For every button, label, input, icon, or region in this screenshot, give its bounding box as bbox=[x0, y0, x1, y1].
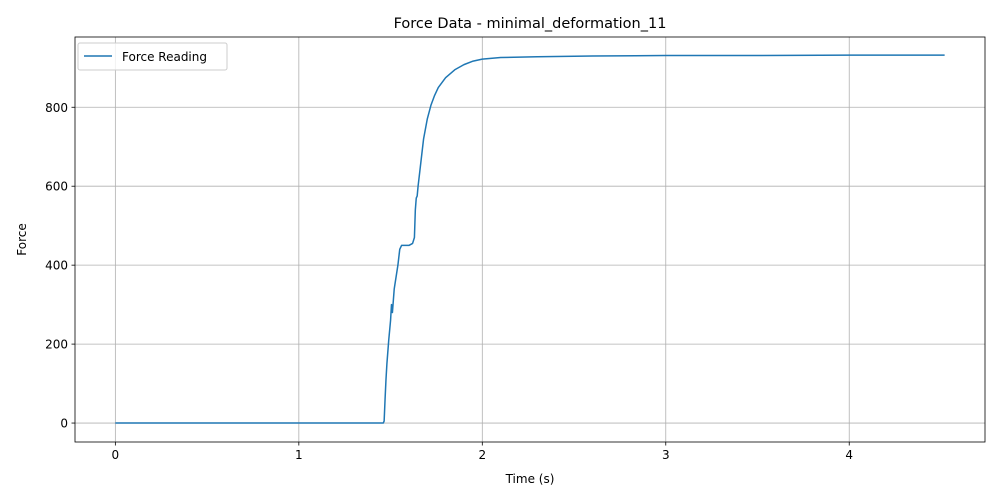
plot-area-frame bbox=[74, 36, 986, 443]
y-tick-label: 0 bbox=[60, 417, 68, 431]
x-tick-label: 4 bbox=[845, 448, 853, 462]
series-line-force-reading bbox=[115, 54, 945, 424]
chart-title: Force Data - minimal_deformation_11 bbox=[394, 16, 667, 32]
y-axis-label: Force bbox=[15, 223, 29, 255]
y-tick-label: 800 bbox=[45, 101, 68, 115]
legend: Force Reading bbox=[77, 42, 228, 71]
x-tick-label: 0 bbox=[112, 448, 120, 462]
legend-label-force-reading: Force Reading bbox=[122, 50, 207, 64]
x-tick-label: 2 bbox=[478, 448, 486, 462]
x-tick-label: 1 bbox=[295, 448, 303, 462]
tick-layer: 0 1 2 3 4 0 200 400 600 800 bbox=[45, 101, 853, 462]
x-axis-label: Time (s) bbox=[505, 472, 555, 486]
x-tick-label: 3 bbox=[662, 448, 670, 462]
y-tick-label: 400 bbox=[45, 259, 68, 273]
legend-box bbox=[77, 42, 228, 71]
y-tick-label: 600 bbox=[45, 180, 68, 194]
y-tick-label: 200 bbox=[45, 338, 68, 352]
series-layer bbox=[115, 54, 945, 424]
